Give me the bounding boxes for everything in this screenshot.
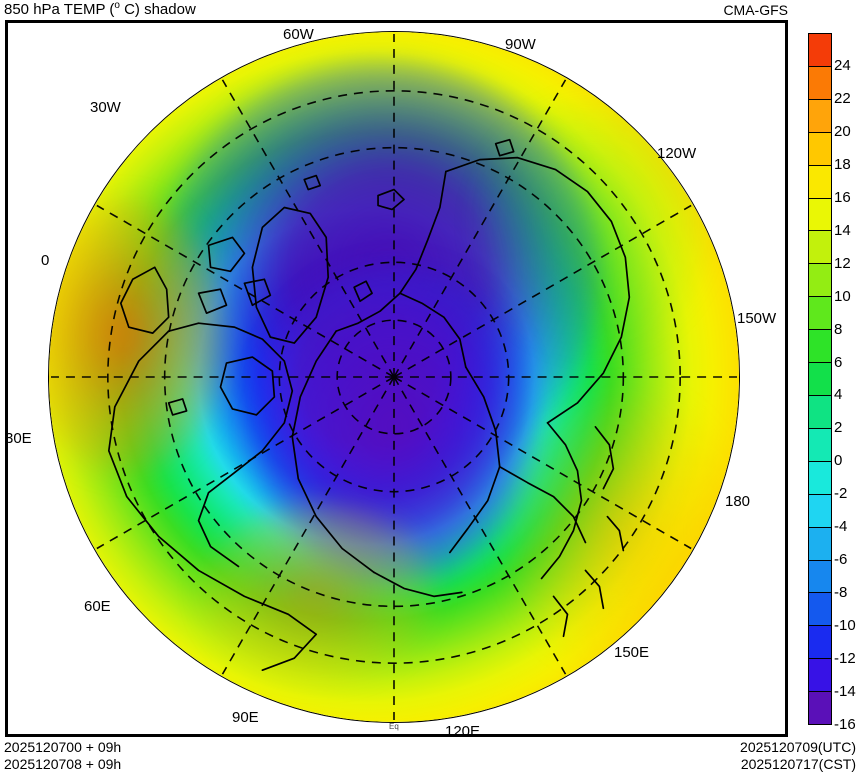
map-area: Eq xyxy=(8,23,785,734)
longitude-label-30w: 30W xyxy=(90,99,121,116)
colorbar-tick-neg12: -12 xyxy=(834,650,856,668)
colorbar-tick-16: 16 xyxy=(834,188,851,206)
colorbar-tick-10: 10 xyxy=(834,287,851,305)
colorbar-segment xyxy=(809,395,831,429)
page-title-main: 850 hPa TEMP ( xyxy=(4,1,115,18)
longitude-label-90e: 90E xyxy=(232,709,259,726)
colorbar-tick-4: 4 xyxy=(834,386,843,404)
longitude-label-180: 180 xyxy=(725,493,751,510)
colorbar-tick-labels: 24 22 20 18 16 14 12 10 8 6 4 2 0 -2 -4 -6 -8 -10 -12 -14 -1… xyxy=(834,33,860,732)
colorbar-segment xyxy=(809,659,831,693)
longitude-label-120w: 120W xyxy=(657,145,697,162)
colorbar-segment xyxy=(809,560,831,594)
footer-init-time-utc: 2025120700 + 09h xyxy=(4,739,122,755)
colorbar-tick-18: 18 xyxy=(834,155,851,173)
colorbar-segment xyxy=(809,363,831,396)
atlantic-warm-tongue xyxy=(49,197,229,474)
colorbar-segment xyxy=(809,264,831,298)
colorbar-tick-14: 14 xyxy=(834,221,851,239)
colorbar-tick-22: 22 xyxy=(834,89,851,107)
equator-label: Eq xyxy=(389,722,399,731)
colorbar-segment xyxy=(809,132,831,166)
colorbar-segment xyxy=(809,626,831,660)
longitude-label-90w: 90W xyxy=(505,36,536,53)
colorbar-segment xyxy=(809,66,831,100)
colorbar-tick-24: 24 xyxy=(834,56,851,74)
colorbar-tick-neg10: -10 xyxy=(834,617,856,635)
footer-init-time-cst: 2025120708 + 09h xyxy=(4,756,122,772)
colorbar-segment xyxy=(809,99,831,133)
colorbar-tick-neg6: -6 xyxy=(834,551,848,569)
colorbar-tick-20: 20 xyxy=(834,122,851,140)
page-title: 850 hPa TEMP (o C) shadow xyxy=(4,0,196,18)
colorbar-tick-2: 2 xyxy=(834,419,843,437)
colorbar-tick-neg8: -8 xyxy=(834,584,848,602)
colorbar-segment xyxy=(809,428,831,462)
longitude-label-0: 0 xyxy=(41,252,50,269)
longitude-label-60e: 60E xyxy=(84,598,111,615)
footer-valid-time-utc: 2025120709(UTC) xyxy=(740,739,856,755)
colorbar[interactable] xyxy=(808,33,832,725)
colorbar-tick-neg16: -16 xyxy=(834,716,856,733)
colorbar-tick-neg4: -4 xyxy=(834,518,848,536)
africa-warm-tongue xyxy=(200,501,436,681)
colorbar-segment xyxy=(809,593,831,627)
colorbar-segment xyxy=(809,330,831,364)
longitude-label-30e: 30E xyxy=(5,430,32,447)
degree-symbol: o xyxy=(114,0,120,11)
graticule xyxy=(50,33,738,721)
longitude-label-120e: 120E xyxy=(445,723,481,740)
longitude-label-60w: 60W xyxy=(283,26,314,43)
colorbar-tick-8: 8 xyxy=(834,320,843,338)
colorbar-tick-neg14: -14 xyxy=(834,683,856,701)
page-title-tail: C) shadow xyxy=(119,1,196,18)
colorbar-segment xyxy=(809,34,831,67)
map-frame: Eq xyxy=(5,20,788,737)
colorbar-tick-12: 12 xyxy=(834,254,851,272)
colorbar-segment xyxy=(809,461,831,495)
longitude-label-150w: 150W xyxy=(737,310,777,327)
colorbar-tick-6: 6 xyxy=(834,353,843,371)
colorbar-segment xyxy=(809,297,831,331)
colorbar-segment xyxy=(809,494,831,528)
colorbar-segment xyxy=(809,692,831,725)
colorbar-tick-neg2: -2 xyxy=(834,485,848,503)
colorbar-tick-0: 0 xyxy=(834,452,843,470)
model-label: CMA-GFS xyxy=(723,2,788,18)
colorbar-segment xyxy=(809,198,831,232)
coastlines xyxy=(107,138,631,671)
footer-valid-time-cst: 2025120717(CST) xyxy=(740,756,856,772)
colorbar-segment xyxy=(809,231,831,265)
polar-projection-disc[interactable] xyxy=(48,31,740,723)
longitude-label-150e: 150E xyxy=(614,644,650,661)
colorbar-segment xyxy=(809,165,831,199)
colorbar-segment xyxy=(809,527,831,561)
